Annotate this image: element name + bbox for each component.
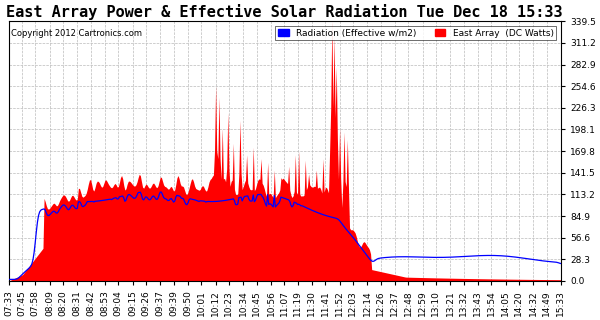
Legend: Radiation (Effective w/m2), East Array  (DC Watts): Radiation (Effective w/m2), East Array (… [275,26,556,40]
Text: Copyright 2012 Cartronics.com: Copyright 2012 Cartronics.com [11,29,142,38]
Title: East Array Power & Effective Solar Radiation Tue Dec 18 15:33: East Array Power & Effective Solar Radia… [7,4,563,20]
